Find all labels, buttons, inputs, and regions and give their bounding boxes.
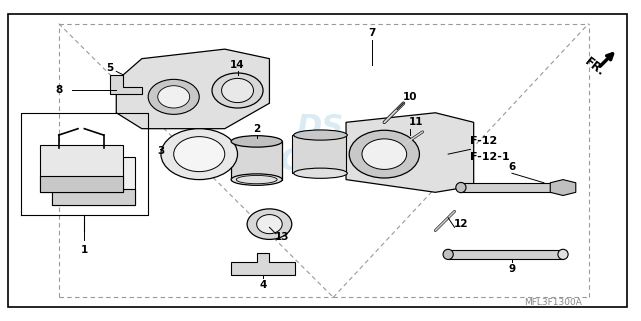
Ellipse shape — [212, 73, 263, 108]
Polygon shape — [231, 142, 282, 179]
Polygon shape — [53, 189, 135, 205]
Polygon shape — [53, 157, 135, 205]
Polygon shape — [231, 253, 295, 275]
Text: 9: 9 — [508, 264, 515, 274]
Text: 11: 11 — [409, 117, 424, 127]
Polygon shape — [116, 49, 269, 129]
Ellipse shape — [456, 182, 466, 193]
Polygon shape — [448, 250, 563, 259]
Text: F-12-1: F-12-1 — [470, 152, 510, 162]
Polygon shape — [40, 177, 122, 192]
Ellipse shape — [174, 137, 225, 172]
Text: F-12: F-12 — [470, 136, 497, 146]
Text: 3: 3 — [157, 146, 165, 156]
Text: FR.: FR. — [582, 56, 608, 79]
Ellipse shape — [231, 136, 282, 147]
Ellipse shape — [256, 215, 282, 234]
Text: 1: 1 — [81, 245, 88, 255]
Ellipse shape — [443, 249, 453, 259]
Polygon shape — [461, 183, 563, 192]
Polygon shape — [292, 135, 346, 173]
Polygon shape — [550, 179, 576, 195]
Text: 13: 13 — [275, 232, 290, 242]
Polygon shape — [40, 144, 122, 192]
Text: 10: 10 — [403, 92, 417, 102]
Text: MFL3F1300A: MFL3F1300A — [524, 298, 582, 307]
Text: 7: 7 — [368, 28, 375, 38]
Ellipse shape — [148, 79, 199, 114]
Text: 5: 5 — [106, 63, 113, 73]
Ellipse shape — [231, 174, 282, 185]
Text: 6: 6 — [508, 162, 515, 172]
Polygon shape — [110, 74, 142, 94]
Ellipse shape — [161, 129, 238, 179]
Text: 14: 14 — [230, 60, 245, 70]
Text: 12: 12 — [454, 219, 468, 229]
Ellipse shape — [294, 168, 347, 178]
Ellipse shape — [362, 139, 406, 169]
Ellipse shape — [558, 249, 568, 259]
Ellipse shape — [247, 209, 292, 239]
Text: 4: 4 — [260, 280, 267, 290]
Ellipse shape — [349, 130, 419, 178]
Ellipse shape — [158, 86, 190, 108]
Text: DS
MOTORPARTS: DS MOTORPARTS — [203, 113, 438, 176]
Ellipse shape — [294, 130, 347, 140]
Ellipse shape — [222, 78, 253, 103]
Text: 8: 8 — [55, 85, 62, 95]
Polygon shape — [346, 113, 474, 192]
Text: 2: 2 — [253, 124, 260, 134]
